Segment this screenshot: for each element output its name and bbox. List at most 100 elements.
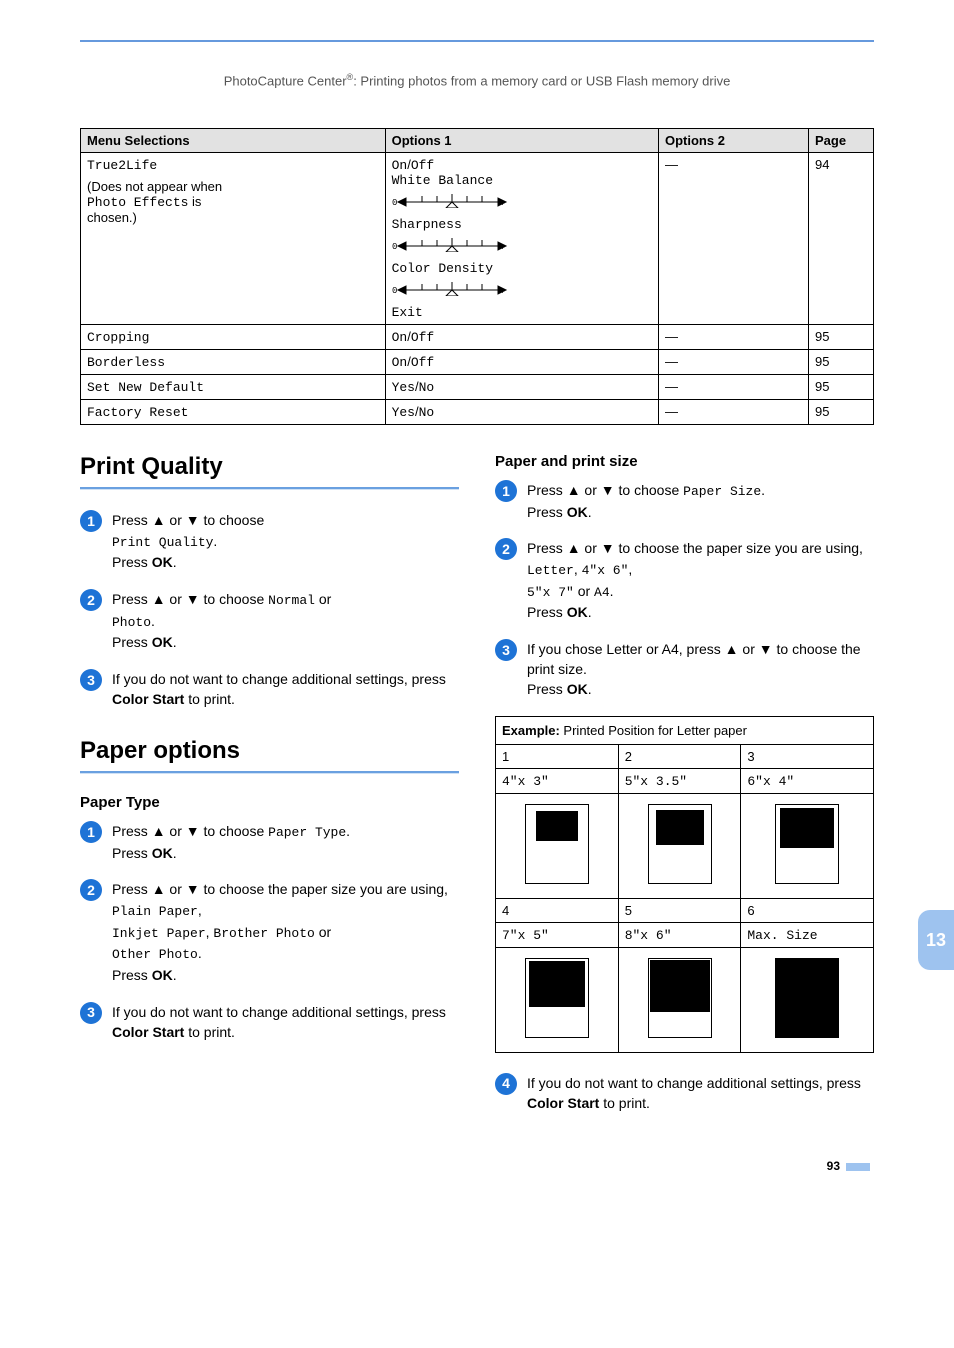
example-header: Example: Printed Position for Letter pap… — [496, 716, 874, 744]
svg-text:0-: 0- — [392, 286, 403, 296]
step-body: If you do not want to change additional … — [527, 1073, 874, 1114]
left-column: Print Quality 1 Press ▲ or ▼ to choose Pr… — [80, 453, 459, 1129]
table-cell: — — [659, 153, 809, 325]
print-quality-title: Print Quality — [80, 453, 459, 481]
step-body: If you chose Letter or A4, press ▲ or ▼ … — [527, 639, 874, 700]
step-number-badge: 1 — [495, 480, 517, 502]
step-number-badge: 2 — [80, 879, 102, 901]
table-cell: True2Life(Does not appear whenPhoto Effe… — [81, 153, 386, 325]
example-index: 1 — [496, 744, 619, 768]
step-body: If you do not want to change additional … — [112, 669, 459, 710]
table-cell: Borderless — [81, 350, 386, 375]
step: 1 Press ▲ or ▼ to choose Print Quality.Pr… — [80, 510, 459, 572]
step-body: Press ▲ or ▼ to choose Print Quality.Pre… — [112, 510, 459, 572]
table-row: True2Life(Does not appear whenPhoto Effe… — [81, 153, 874, 325]
step: 2Press ▲ or ▼ to choose Normal or Photo.… — [80, 589, 459, 653]
example-header-rest: Printed Position for Letter paper — [560, 723, 747, 738]
svg-text:+: + — [500, 287, 505, 296]
table-cell: Yes/No — [385, 375, 658, 400]
step: 2 Press ▲ or ▼ to choose the paper size y… — [80, 879, 459, 985]
step-number-badge: 3 — [80, 1002, 102, 1024]
table-cell: — — [659, 400, 809, 425]
chapter-tab: 13 — [918, 910, 954, 970]
example-size: 8"x 6" — [618, 922, 741, 947]
example-size: 4"x 3" — [496, 768, 619, 793]
step: 3 If you do not want to change additional… — [80, 1002, 459, 1043]
step-number-badge: 1 — [80, 821, 102, 843]
example-size: Max. Size — [741, 922, 874, 947]
step: 4 If you do not want to change additional… — [495, 1073, 874, 1114]
step: 1 Press ▲ or ▼ to choose Paper Type.Press… — [80, 821, 459, 863]
table-cell: — — [659, 325, 809, 350]
table-row: CroppingOn/Off—95 — [81, 325, 874, 350]
table-cell: — — [659, 350, 809, 375]
step: 2 Press ▲ or ▼ to choose the paper size y… — [495, 538, 874, 622]
example-thumb — [618, 947, 741, 1052]
paper-print-size-title: Paper and print size — [495, 453, 874, 470]
example-index: 5 — [618, 898, 741, 922]
example-thumb — [741, 947, 874, 1052]
example-index: 6 — [741, 898, 874, 922]
step-number-badge: 4 — [495, 1073, 517, 1095]
paper-options-title: Paper options — [80, 737, 459, 765]
table-header: Menu Selections — [81, 129, 386, 153]
svg-text:0-: 0- — [392, 198, 403, 208]
table-cell: On/Off — [385, 325, 658, 350]
step-body: Press ▲ or ▼ to choose Paper Size.Press … — [527, 480, 874, 522]
top-rule — [80, 40, 874, 42]
title-rule — [80, 487, 459, 490]
table-header: Options 1 — [385, 129, 658, 153]
table-cell: Yes/No — [385, 400, 658, 425]
example-size: 6"x 4" — [741, 768, 874, 793]
example-size: 7"x 5" — [496, 922, 619, 947]
svg-text:0-: 0- — [392, 242, 403, 252]
step-number-badge: 3 — [80, 669, 102, 691]
table-cell: 94 — [809, 153, 874, 325]
table-cell: — — [659, 375, 809, 400]
example-table: Example: Printed Position for Letter pap… — [495, 716, 874, 1053]
table-cell: 95 — [809, 350, 874, 375]
menu-table: Menu SelectionsOptions 1Options 2Page Tr… — [80, 128, 874, 425]
header-prefix: PhotoCapture Center — [224, 73, 347, 88]
columns: Print Quality 1 Press ▲ or ▼ to choose Pr… — [80, 453, 874, 1129]
example-size: 5"x 3.5" — [618, 768, 741, 793]
table-header: Page — [809, 129, 874, 153]
table-header: Options 2 — [659, 129, 809, 153]
step-body: Press ▲ or ▼ to choose the paper size yo… — [112, 879, 459, 985]
step-number-badge: 1 — [80, 510, 102, 532]
example-thumb — [496, 793, 619, 898]
step: 3 If you chose Letter or A4, press ▲ or ▼… — [495, 639, 874, 700]
table-row: BorderlessOn/Off—95 — [81, 350, 874, 375]
example-index: 3 — [741, 744, 874, 768]
svg-text:+: + — [500, 243, 505, 252]
table-cell: On/OffWhite Balance0-+Sharpness0-+Color … — [385, 153, 658, 325]
step-body: Press ▲ or ▼ to choose the paper size yo… — [527, 538, 874, 622]
step-body: Press ▲ or ▼ to choose Paper Type.Press … — [112, 821, 459, 863]
table-cell: 95 — [809, 325, 874, 350]
table-cell: Factory Reset — [81, 400, 386, 425]
header-suffix: : Printing photos from a memory card or … — [353, 73, 730, 88]
example-index: 4 — [496, 898, 619, 922]
table-cell: Cropping — [81, 325, 386, 350]
step-body: Press ▲ or ▼ to choose Normal or Photo.P… — [112, 589, 459, 653]
step-number-badge: 3 — [495, 639, 517, 661]
step-body: If you do not want to change additional … — [112, 1002, 459, 1043]
table-cell: On/Off — [385, 350, 658, 375]
title-rule — [80, 771, 459, 774]
step-number-badge: 2 — [495, 538, 517, 560]
example-header-prefix: Example: — [502, 723, 560, 738]
table-cell: 95 — [809, 400, 874, 425]
paper-type-title: Paper Type — [80, 794, 459, 811]
table-row: Factory ResetYes/No—95 — [81, 400, 874, 425]
table-cell: Set New Default — [81, 375, 386, 400]
header-text: PhotoCapture Center®: Printing photos fr… — [80, 72, 874, 88]
step: 1 Press ▲ or ▼ to choose Paper Size.Press… — [495, 480, 874, 522]
example-thumb — [618, 793, 741, 898]
table-row: Set New DefaultYes/No—95 — [81, 375, 874, 400]
footer-page-number: 93 — [827, 1159, 840, 1173]
right-column: Paper and print size 1 Press ▲ or ▼ to ch… — [495, 453, 874, 1129]
page: PhotoCapture Center®: Printing photos fr… — [0, 0, 954, 1203]
footer-bar — [846, 1163, 870, 1171]
table-cell: 95 — [809, 375, 874, 400]
step: 3 If you do not want to change additional… — [80, 669, 459, 710]
